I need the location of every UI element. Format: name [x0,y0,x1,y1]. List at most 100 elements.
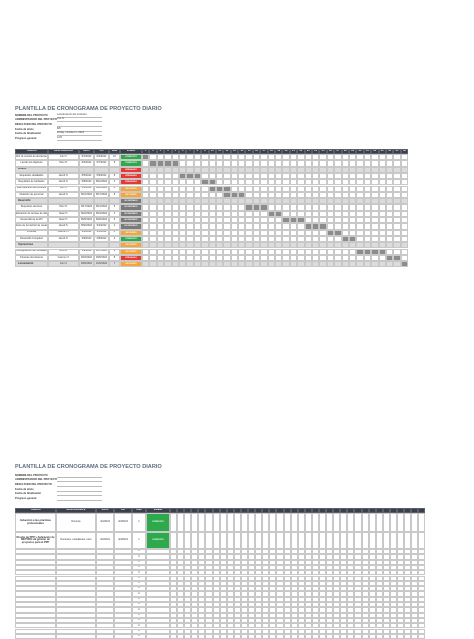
info-value[interactable]: 10% [57,136,102,141]
task-name[interactable] [15,580,56,587]
owner[interactable] [56,580,96,587]
end-date[interactable] [114,580,132,587]
end-date[interactable] [114,596,132,602]
task-name[interactable] [15,617,56,624]
owner[interactable] [56,617,96,624]
task-name[interactable] [15,570,56,576]
end-date[interactable] [114,607,132,613]
task-name[interactable] [15,559,56,565]
task-name[interactable]: Inducción a las prácticas profesionales [15,513,56,532]
task-name[interactable] [15,607,56,613]
end-date[interactable]: 4/3/2024 [114,513,132,532]
end-date[interactable] [114,617,132,624]
duration[interactable]: 1 [132,513,146,532]
duration[interactable]: 0 [132,559,146,565]
info-value[interactable]: Lanzamiento del producto [57,113,102,118]
end-date[interactable] [114,564,132,571]
owner[interactable]: Docentes, estudiantes, tutor [56,532,96,549]
duration[interactable]: 0 [132,554,146,560]
start-date[interactable] [96,612,114,618]
duration[interactable]: 0 [132,586,146,592]
start-date[interactable]: 4/2/2024 [96,532,114,549]
start-date[interactable] [96,591,114,597]
owner[interactable] [56,586,96,592]
end-date[interactable] [114,559,132,565]
start-date[interactable] [96,596,114,602]
duration[interactable]: 0 [132,570,146,576]
duration[interactable]: 0 [132,633,146,639]
start-date[interactable] [96,617,114,624]
duration[interactable]: 0 [132,549,146,555]
owner[interactable] [56,559,96,565]
end-date[interactable] [114,570,132,576]
info-value[interactable] [57,482,102,487]
duration[interactable]: 0 [132,596,146,602]
owner[interactable] [56,633,96,639]
start-date[interactable] [96,564,114,571]
start-date[interactable]: 4/2/2024 [96,513,114,532]
start-date[interactable] [96,623,114,629]
end-date[interactable] [114,549,132,555]
task-name[interactable] [15,612,56,618]
task-name[interactable] [15,564,56,571]
end-date[interactable] [114,623,132,629]
owner[interactable] [56,549,96,555]
owner[interactable] [56,623,96,629]
end-date[interactable] [114,633,132,639]
start-date[interactable] [96,602,114,608]
info-value[interactable] [57,491,102,497]
owner[interactable] [56,564,96,571]
task-name[interactable] [15,554,56,560]
duration[interactable]: 0 [132,575,146,581]
start-date[interactable] [96,570,114,576]
owner[interactable] [56,591,96,597]
end-date[interactable] [114,612,132,618]
duration[interactable]: 0 [132,591,146,597]
owner[interactable] [56,612,96,618]
start-date[interactable] [96,559,114,565]
end-date[interactable]: 4/3/2024 [114,532,132,549]
end-date[interactable] [114,575,132,581]
owner[interactable] [56,575,96,581]
owner[interactable] [56,602,96,608]
end-date[interactable] [114,554,132,560]
start-date[interactable] [96,554,114,560]
duration[interactable]: 0 [132,607,146,613]
info-value[interactable]: Jon N. [57,117,102,123]
duration[interactable]: 0 [132,564,146,571]
start-date[interactable] [96,607,114,613]
start-date[interactable] [96,580,114,587]
info-value[interactable] [57,487,102,492]
owner[interactable] [56,570,96,576]
task-name[interactable] [15,575,56,581]
owner[interactable]: Docente [56,513,96,532]
owner[interactable] [56,554,96,560]
info-value[interactable] [57,496,102,501]
start-date[interactable] [96,549,114,555]
duration[interactable]: 0 [132,623,146,629]
duration[interactable]: 0 [132,602,146,608]
task-name[interactable] [15,623,56,629]
start-date[interactable] [96,633,114,639]
task-name[interactable] [15,602,56,608]
info-value[interactable] [57,477,102,483]
owner[interactable] [56,607,96,613]
end-date[interactable] [114,602,132,608]
duration[interactable]: 1 [132,532,146,549]
info-value[interactable] [57,122,102,127]
task-name[interactable] [15,549,56,555]
duration[interactable]: 0 [132,580,146,587]
duration[interactable]: 0 [132,617,146,624]
task-name[interactable] [15,586,56,592]
duration[interactable]: 0 [132,612,146,618]
end-date[interactable] [114,586,132,592]
task-name[interactable] [15,596,56,602]
start-date[interactable] [96,575,114,581]
info-value[interactable]: Friday, October 2, 2022 [57,131,102,137]
owner[interactable] [56,596,96,602]
task-name[interactable] [15,633,56,639]
task-name[interactable] [15,591,56,597]
info-value[interactable] [57,473,102,478]
task-name[interactable]: Diseño de PPP y Aplicación de MÉTODO de … [15,532,56,549]
start-date[interactable] [96,586,114,592]
